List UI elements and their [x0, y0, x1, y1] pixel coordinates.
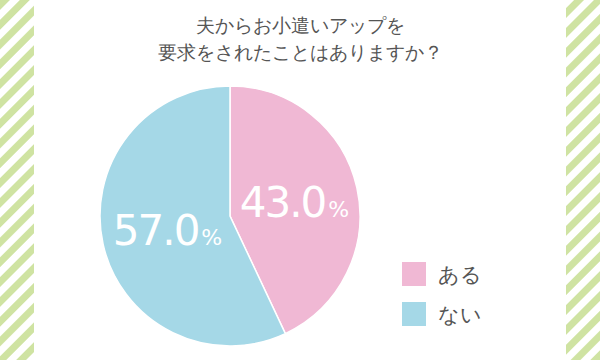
data-label-unit: %: [328, 197, 348, 222]
decor-stripes: [0, 0, 34, 360]
data-label-number: 57.0: [113, 206, 199, 255]
legend: あるない: [402, 262, 482, 327]
data-label-number: 43.0: [240, 178, 326, 227]
data-label: 43.0%: [240, 178, 349, 227]
title-line: 夫からお小遣いアップを: [196, 14, 405, 36]
decor-stripes: [566, 0, 600, 360]
chart: 夫からお小遣いアップを要求をされたことはありますか？43.0%57.0%あるない: [0, 0, 600, 360]
data-label-unit: %: [201, 225, 221, 250]
legend-label: ない: [438, 303, 482, 327]
legend-swatch: [402, 262, 426, 286]
data-label: 57.0%: [113, 206, 222, 255]
legend-item: ない: [402, 302, 482, 327]
pie: [100, 86, 360, 346]
legend-swatch: [402, 302, 426, 326]
legend-item: ある: [402, 262, 482, 287]
legend-label: ある: [438, 263, 482, 287]
title: 夫からお小遣いアップを要求をされたことはありますか？: [158, 14, 443, 63]
title-line: 要求をされたことはありますか？: [158, 41, 443, 63]
